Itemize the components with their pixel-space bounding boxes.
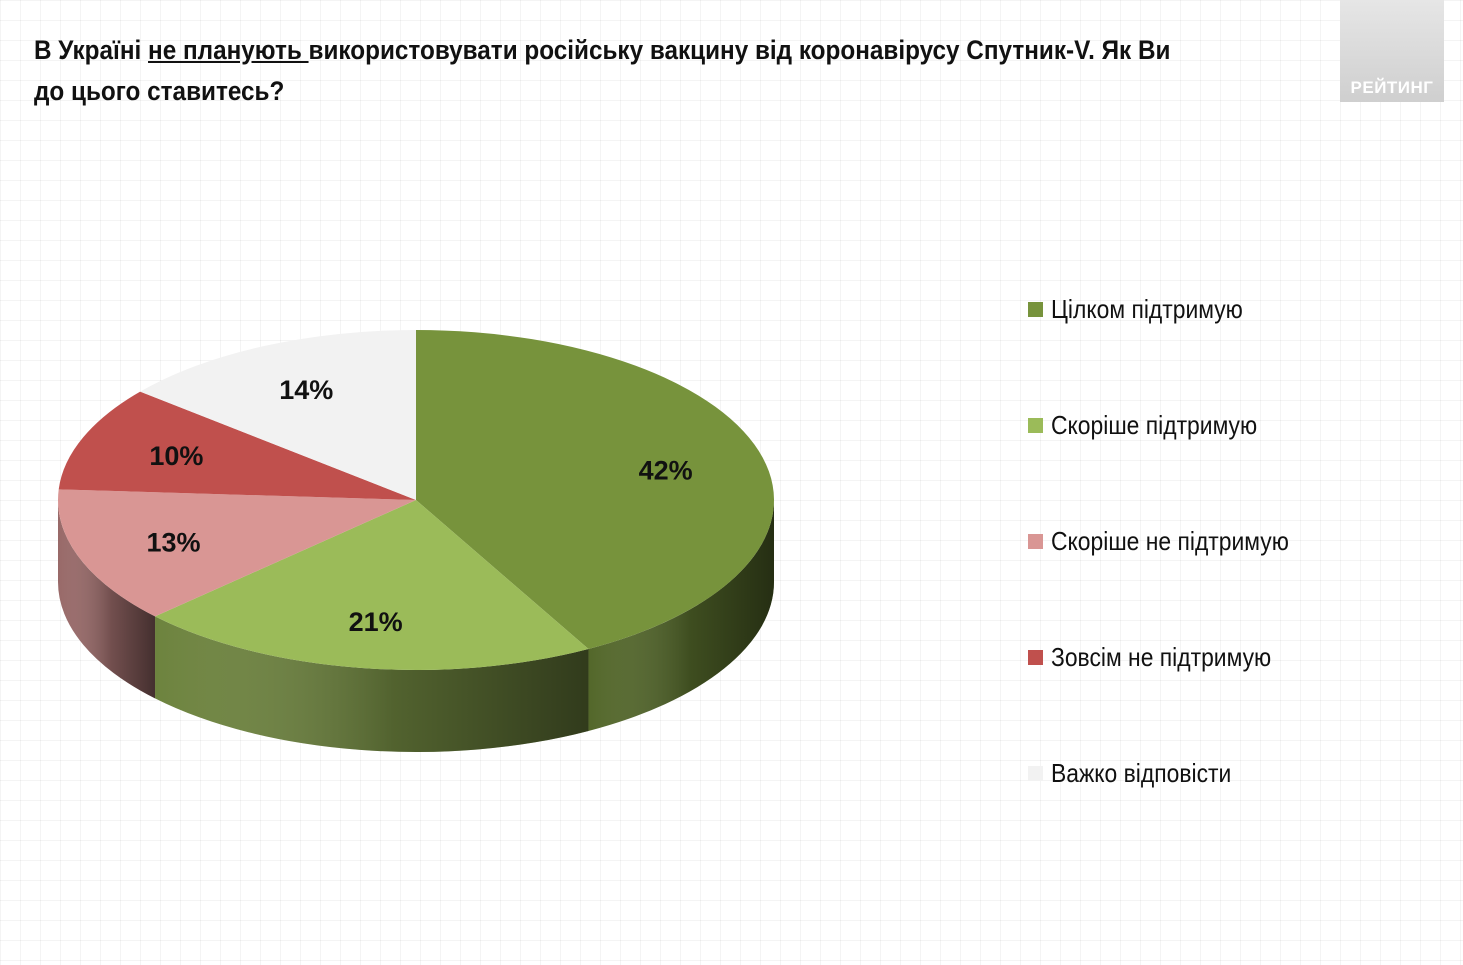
legend-swatch bbox=[1028, 650, 1043, 665]
legend-label: Скоріше не підтримую bbox=[1051, 526, 1289, 556]
logo-text: РЕЙТИНГ bbox=[1350, 78, 1434, 97]
legend-label: Важко відповісти bbox=[1051, 758, 1232, 788]
slice-2 bbox=[155, 500, 589, 670]
slice-4-label: 10% bbox=[149, 441, 203, 471]
legend-label: Скоріше підтримую bbox=[1051, 410, 1258, 440]
slice-3-side-shade bbox=[58, 500, 156, 699]
slice-1-side-shade bbox=[588, 500, 774, 731]
legend-swatch bbox=[1028, 418, 1043, 433]
legend-swatch bbox=[1028, 302, 1043, 317]
legend-swatch bbox=[1028, 766, 1043, 781]
legend-item: Цілком підтримую bbox=[1028, 294, 1269, 324]
slice-1 bbox=[416, 330, 774, 649]
legend-item: Важко відповісти bbox=[1028, 758, 1256, 788]
slice-5-label: 14% bbox=[279, 375, 333, 405]
chart-title: В Україні не планують використовувати ро… bbox=[34, 30, 1195, 112]
legend-label: Цілком підтримую bbox=[1051, 294, 1243, 324]
legend-label: Зовсім не підтримую bbox=[1051, 642, 1272, 672]
slice-4 bbox=[58, 391, 417, 500]
title-part1: В Україні bbox=[34, 35, 149, 65]
slice-1-label: 42% bbox=[639, 456, 693, 486]
slice-3 bbox=[58, 489, 417, 617]
legend-swatch bbox=[1028, 534, 1043, 549]
slice-2-label: 21% bbox=[349, 607, 403, 637]
rating-logo: РЕЙТИНГ bbox=[1340, 0, 1444, 102]
slice-2-side-shade bbox=[155, 616, 589, 752]
slice-3-label: 13% bbox=[146, 527, 200, 557]
title-underlined: не планують bbox=[148, 35, 309, 65]
title-part2: використовувати російську вакцину від ко… bbox=[34, 35, 1171, 106]
legend-item: Скоріше не підтримую bbox=[1028, 526, 1321, 556]
legend-item: Скоріше підтримую bbox=[1028, 410, 1285, 440]
slice-5 bbox=[140, 330, 417, 500]
legend-item: Зовсім не підтримую bbox=[1028, 642, 1301, 672]
